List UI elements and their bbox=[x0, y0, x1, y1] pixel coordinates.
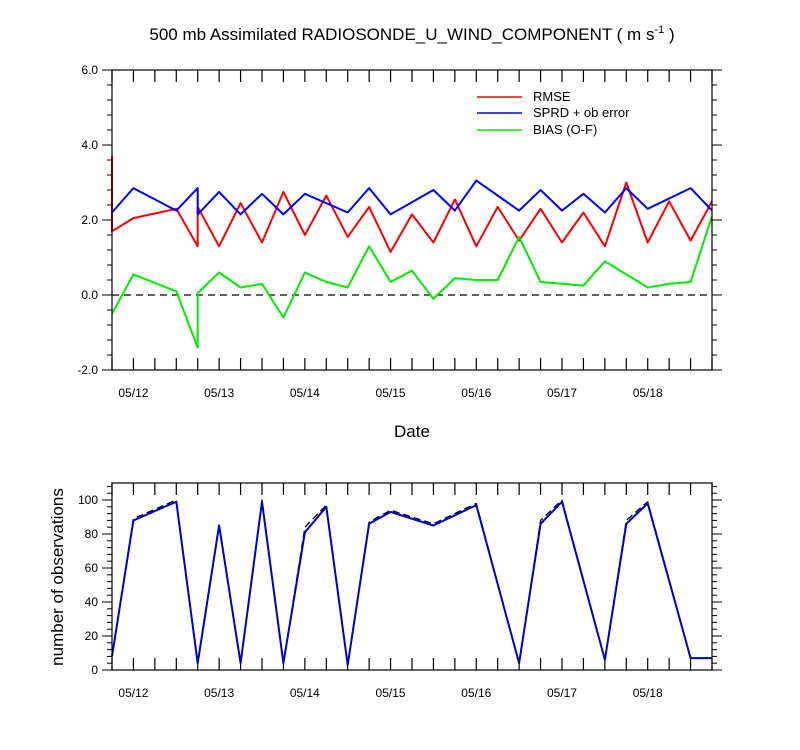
y-axis-title: number of observations bbox=[48, 488, 67, 666]
x-tick-label: 05/18 bbox=[633, 686, 663, 700]
top-panel-series bbox=[111, 156, 713, 349]
x-tick-label: 05/17 bbox=[547, 386, 577, 400]
x-tick-label: 05/12 bbox=[118, 386, 148, 400]
title-main: 500 mb Assimilated RADIOSONDE_U_WIND_COM… bbox=[149, 25, 612, 44]
x-tick-label: 05/12 bbox=[118, 686, 148, 700]
legend-label-sprd: SPRD + ob error bbox=[533, 105, 630, 120]
bottom-panel-series bbox=[111, 499, 712, 666]
y-tick-label: 60 bbox=[85, 561, 99, 575]
x-tick-label: 05/14 bbox=[290, 686, 320, 700]
y-tick-label: 4.0 bbox=[81, 138, 98, 152]
y-tick-label: 20 bbox=[85, 629, 99, 643]
y-tick-label: 6.0 bbox=[81, 63, 98, 77]
x-tick-label: 05/14 bbox=[290, 386, 320, 400]
y-tick-label: 2.0 bbox=[81, 213, 98, 227]
x-axis-title: Date bbox=[394, 422, 430, 441]
series-line-obs-used bbox=[111, 500, 712, 666]
y-tick-label: 40 bbox=[85, 595, 99, 609]
title-units-suffix: ) bbox=[664, 25, 674, 44]
top-panel-frame bbox=[111, 69, 713, 371]
y-tick-label: 0 bbox=[91, 663, 98, 677]
x-tick-label: 05/13 bbox=[204, 386, 234, 400]
rmse-spread-bias-panel: -2.0 0.0 2.0 4.0 6.0 05/12 05/13 05/14 05/15 05/1… bbox=[77, 63, 722, 441]
chart-title: 500 mb Assimilated RADIOSONDE_U_WIND_COM… bbox=[149, 24, 674, 44]
bottom-panel-frame bbox=[111, 482, 713, 671]
legend-label-bias: BIAS (O-F) bbox=[533, 122, 597, 137]
title-units-exp: -1 bbox=[654, 24, 664, 36]
observation-count-panel: 0 20 40 60 80 100 05/12 05/13 05/14 05/15 05/16 05/… bbox=[48, 482, 722, 700]
x-tick-label: 05/15 bbox=[376, 386, 406, 400]
y-tick-label: 80 bbox=[85, 527, 99, 541]
x-tick-label: 05/16 bbox=[461, 686, 491, 700]
top-panel-ticks: -2.0 0.0 2.0 4.0 6.0 05/12 05/13 05/14 05/15 05/1… bbox=[77, 63, 722, 400]
x-tick-label: 05/13 bbox=[204, 686, 234, 700]
x-tick-label: 05/17 bbox=[547, 686, 577, 700]
series-line-bias-o-f bbox=[111, 215, 713, 349]
x-tick-label: 05/18 bbox=[633, 386, 663, 400]
series-line-sprd-ob-error bbox=[111, 179, 713, 216]
x-tick-label: 05/15 bbox=[376, 686, 406, 700]
y-tick-label: 0.0 bbox=[81, 288, 98, 302]
y-tick-label: -2.0 bbox=[77, 363, 98, 377]
x-tick-label: 05/16 bbox=[461, 386, 491, 400]
legend: RMSE SPRD + ob error BIAS (O-F) bbox=[477, 89, 630, 137]
title-units-prefix: ( m s bbox=[617, 25, 655, 44]
series-line-rmse bbox=[111, 156, 713, 253]
y-tick-label: 100 bbox=[78, 493, 98, 507]
legend-label-rmse: RMSE bbox=[533, 89, 571, 104]
